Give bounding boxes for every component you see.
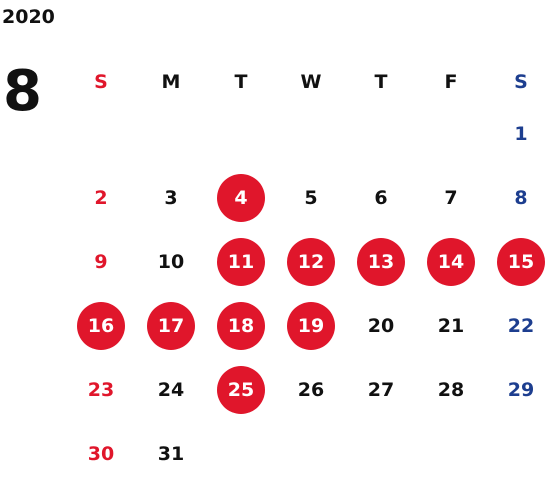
weekday-tuesday: T — [234, 71, 248, 93]
day-cell: 31 — [136, 422, 206, 486]
weekday-saturday: S — [514, 71, 528, 93]
day-cell: 9 — [66, 230, 136, 294]
day-cell: 23 — [66, 358, 136, 422]
day-cell: 20 — [346, 294, 416, 358]
day-number[interactable]: 2 — [94, 187, 108, 209]
calendar-grid: S M T W T F S 1 2 3 4 5 6 7 8 9 10 11 12 13 14 15 16 17 1… — [66, 62, 548, 486]
day-cell: 19 — [276, 294, 346, 358]
day-cell: 30 — [66, 422, 136, 486]
day-cell — [66, 102, 136, 166]
day-number[interactable]: 1 — [514, 123, 528, 145]
week-row: 30 31 — [66, 422, 548, 486]
week-row: 9 10 11 12 13 14 15 — [66, 230, 548, 294]
highlighted-day[interactable]: 14 — [427, 238, 475, 286]
day-cell — [136, 102, 206, 166]
day-cell: 29 — [486, 358, 548, 422]
week-row: 1 — [66, 102, 548, 166]
weekday-wednesday: W — [300, 71, 322, 93]
weekday-header: S M T W T F S — [66, 62, 548, 102]
day-cell: 2 — [66, 166, 136, 230]
weekday-friday: F — [444, 71, 458, 93]
day-cell: 3 — [136, 166, 206, 230]
day-number[interactable]: 31 — [157, 443, 185, 465]
day-cell: 24 — [136, 358, 206, 422]
highlighted-day[interactable]: 18 — [217, 302, 265, 350]
day-cell: 11 — [206, 230, 276, 294]
day-number[interactable]: 22 — [507, 315, 535, 337]
day-cell: 25 — [206, 358, 276, 422]
day-cell: 15 — [486, 230, 548, 294]
day-cell: 1 — [486, 102, 548, 166]
day-number[interactable]: 20 — [367, 315, 395, 337]
day-cell: 27 — [346, 358, 416, 422]
highlighted-day[interactable]: 25 — [217, 366, 265, 414]
day-cell — [346, 422, 416, 486]
day-cell: 7 — [416, 166, 486, 230]
month-label: 8 — [3, 59, 42, 124]
day-number[interactable]: 28 — [437, 379, 465, 401]
day-cell: 21 — [416, 294, 486, 358]
day-cell: 18 — [206, 294, 276, 358]
day-number[interactable]: 9 — [94, 251, 108, 273]
highlighted-day[interactable]: 13 — [357, 238, 405, 286]
day-number[interactable]: 7 — [444, 187, 458, 209]
highlighted-day[interactable]: 4 — [217, 174, 265, 222]
weekday-sunday: S — [94, 71, 108, 93]
day-number[interactable]: 6 — [374, 187, 388, 209]
highlighted-day[interactable]: 15 — [497, 238, 545, 286]
day-cell: 17 — [136, 294, 206, 358]
highlighted-day[interactable]: 17 — [147, 302, 195, 350]
highlighted-day[interactable]: 16 — [77, 302, 125, 350]
day-number[interactable]: 24 — [157, 379, 185, 401]
day-number[interactable]: 23 — [87, 379, 115, 401]
day-cell: 28 — [416, 358, 486, 422]
day-cell: 5 — [276, 166, 346, 230]
day-cell: 26 — [276, 358, 346, 422]
day-cell: 14 — [416, 230, 486, 294]
day-number[interactable]: 26 — [297, 379, 325, 401]
highlighted-day[interactable]: 11 — [217, 238, 265, 286]
day-cell — [416, 422, 486, 486]
day-number[interactable]: 27 — [367, 379, 395, 401]
day-cell: 10 — [136, 230, 206, 294]
day-number[interactable]: 21 — [437, 315, 465, 337]
day-number[interactable]: 3 — [164, 187, 178, 209]
day-cell: 6 — [346, 166, 416, 230]
day-cell — [486, 422, 548, 486]
day-number[interactable]: 30 — [87, 443, 115, 465]
week-row: 2 3 4 5 6 7 8 — [66, 166, 548, 230]
highlighted-day[interactable]: 12 — [287, 238, 335, 286]
day-cell — [206, 422, 276, 486]
weekday-thursday: T — [374, 71, 388, 93]
day-cell — [206, 102, 276, 166]
weeks-container: 1 2 3 4 5 6 7 8 9 10 11 12 13 14 15 16 17 18 19 20 21 22 23 24 2… — [66, 102, 548, 486]
weekday-monday: M — [161, 71, 181, 93]
day-cell: 12 — [276, 230, 346, 294]
week-row: 16 17 18 19 20 21 22 — [66, 294, 548, 358]
day-number[interactable]: 8 — [514, 187, 528, 209]
day-cell — [276, 422, 346, 486]
day-cell: 8 — [486, 166, 548, 230]
day-number[interactable]: 29 — [507, 379, 535, 401]
day-cell — [346, 102, 416, 166]
day-cell: 22 — [486, 294, 548, 358]
year-label: 2020 — [2, 6, 55, 28]
day-number[interactable]: 10 — [157, 251, 185, 273]
day-cell: 16 — [66, 294, 136, 358]
highlighted-day[interactable]: 19 — [287, 302, 335, 350]
day-cell: 13 — [346, 230, 416, 294]
week-row: 23 24 25 26 27 28 29 — [66, 358, 548, 422]
day-number[interactable]: 5 — [304, 187, 318, 209]
day-cell: 4 — [206, 166, 276, 230]
day-cell — [416, 102, 486, 166]
day-cell — [276, 102, 346, 166]
